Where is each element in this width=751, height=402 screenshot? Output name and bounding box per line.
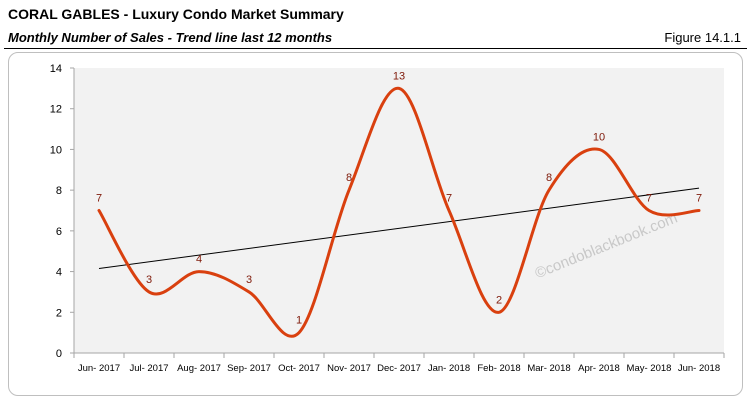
data-label: 2 <box>496 294 502 306</box>
data-label: 8 <box>346 172 352 184</box>
data-label: 13 <box>393 70 405 82</box>
x-tick-label: Oct- 2017 <box>278 363 320 374</box>
y-tick-label: 10 <box>50 144 62 156</box>
data-label: 1 <box>296 315 302 327</box>
x-tick-label: Apr- 2018 <box>578 363 620 374</box>
data-label: 10 <box>593 131 605 143</box>
data-label: 7 <box>96 193 102 205</box>
trend-line <box>98 187 700 270</box>
x-tick-label: Dec- 2017 <box>377 363 421 374</box>
page-title: CORAL GABLES - Luxury Condo Market Summa… <box>8 6 344 22</box>
chart-subtitle: Monthly Number of Sales - Trend line las… <box>8 30 333 45</box>
data-label: 7 <box>696 193 702 205</box>
x-tick-label: Jun- 2018 <box>678 363 720 374</box>
x-tick-label: Jan- 2018 <box>428 363 470 374</box>
x-tick-label: Jul- 2017 <box>129 363 168 374</box>
x-tick-label: Aug- 2017 <box>177 363 221 374</box>
data-labels: 7 3 4 3 1 8 13 7 2 8 10 7 7 <box>96 70 702 326</box>
series-line <box>97 86 701 338</box>
x-tick-label: Mar- 2018 <box>527 363 570 374</box>
y-tick-label: 14 <box>50 63 62 75</box>
data-label: 7 <box>446 193 452 205</box>
x-axis: Jun- 2017 Jul- 2017 Aug- 2017 Sep- 2017 Oct-… <box>73 352 725 374</box>
header-divider <box>4 48 747 49</box>
data-label: 3 <box>146 274 152 286</box>
y-tick-label: 6 <box>56 226 62 238</box>
data-label: 4 <box>196 254 202 266</box>
x-tick-label: Jun- 2017 <box>78 363 120 374</box>
y-tick-label: 0 <box>56 348 62 360</box>
y-tick-label: 2 <box>56 307 62 319</box>
y-axis: 0 2 4 6 8 10 12 14 <box>50 63 75 360</box>
data-label: 7 <box>646 193 652 205</box>
series-path <box>97 86 701 338</box>
x-tick-label: Sep- 2017 <box>227 363 271 374</box>
y-tick-label: 12 <box>50 104 62 116</box>
plot-area <box>74 68 724 353</box>
y-tick-label: 8 <box>56 185 62 197</box>
data-label: 3 <box>246 274 252 286</box>
trend-line-segment <box>98 187 700 270</box>
y-tick-label: 4 <box>56 267 62 279</box>
x-tick-label: Feb- 2018 <box>477 363 520 374</box>
x-tick-label: May- 2018 <box>627 363 672 374</box>
data-label: 8 <box>546 172 552 184</box>
x-tick-label: Nov- 2017 <box>327 363 371 374</box>
figure-number: Figure 14.1.1 <box>664 30 741 45</box>
